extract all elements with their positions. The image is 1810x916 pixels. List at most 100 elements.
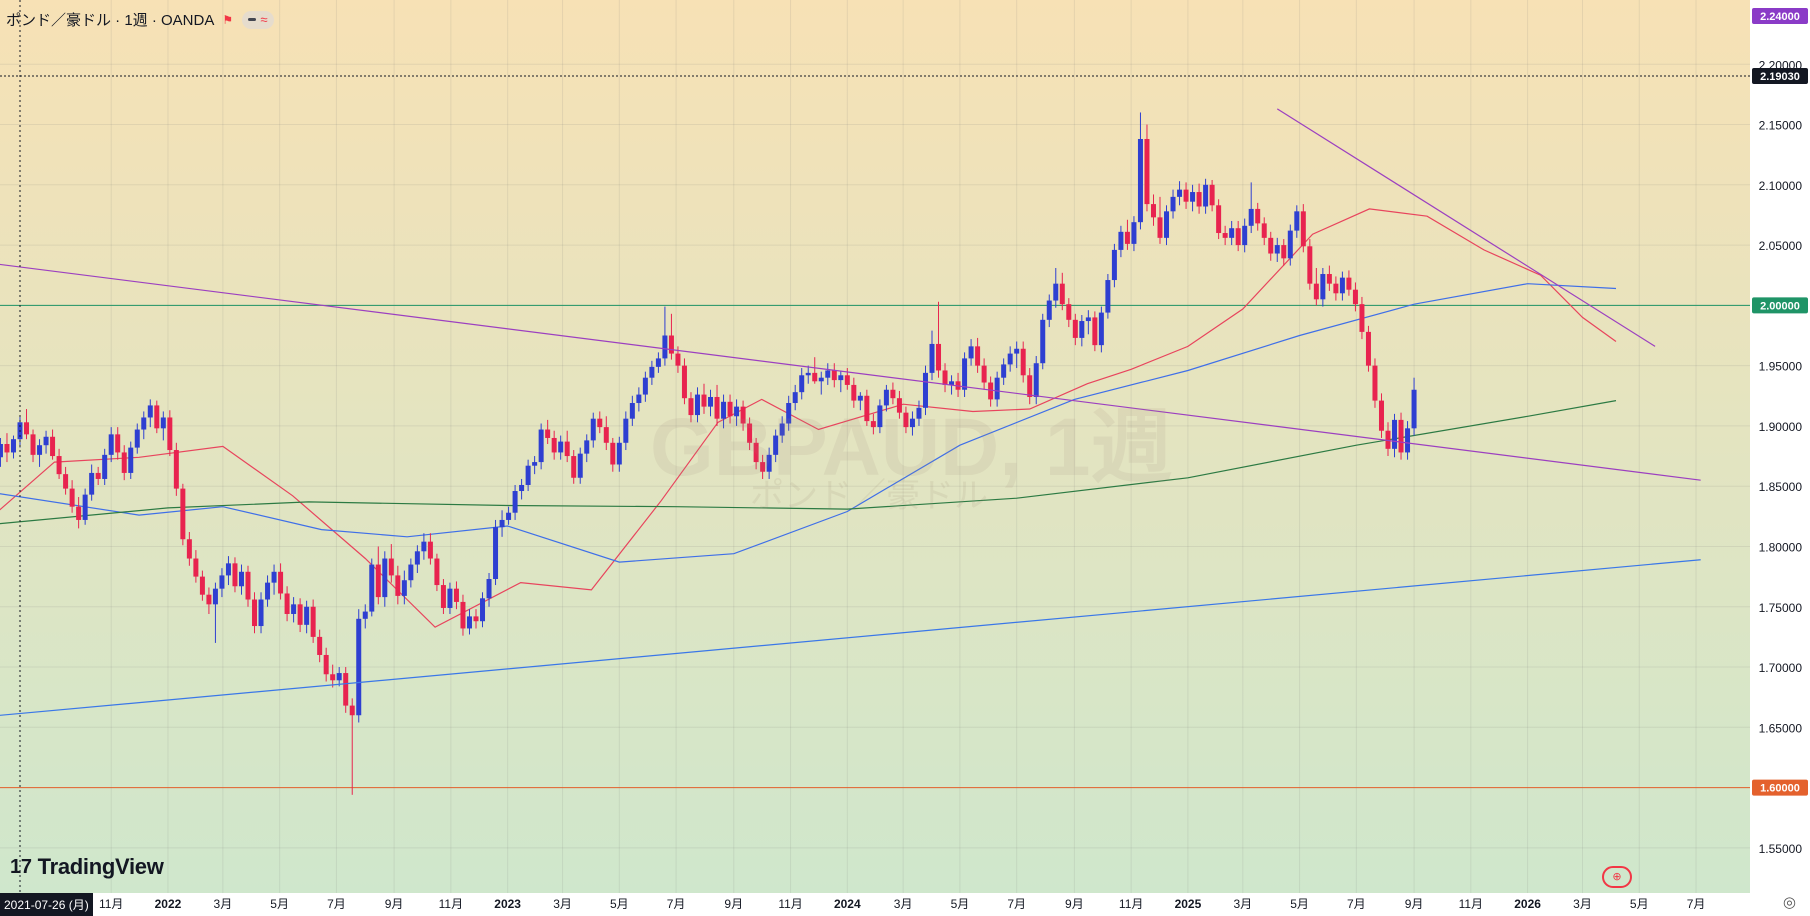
candle (681, 358, 687, 405)
candle-body (890, 389, 896, 399)
candle (1313, 267, 1319, 306)
candle-body (1378, 400, 1384, 431)
wave-icon[interactable]: ≈ (260, 12, 268, 27)
candle (936, 301, 942, 378)
candle (1281, 239, 1287, 266)
tradingview-logo-icon: 17 (10, 855, 32, 878)
candle-body (1177, 189, 1183, 197)
candle (649, 360, 655, 385)
candle (896, 390, 902, 419)
trend-lines[interactable] (0, 108, 1701, 719)
candle (1307, 239, 1313, 290)
symbol-title[interactable]: ポンド／豪ドル · 1週 · OANDA (6, 12, 215, 29)
settings-icon[interactable]: ◎ (1782, 894, 1796, 911)
candle-body (219, 575, 225, 589)
indicator-pill[interactable]: ≈ (242, 10, 274, 29)
candle-body (447, 588, 453, 608)
candle-body (896, 398, 902, 413)
candle (616, 436, 622, 472)
candle (37, 439, 43, 467)
candle-body (701, 394, 707, 407)
candle-body (486, 579, 492, 599)
candle-body (558, 441, 564, 453)
candle (265, 575, 271, 607)
globe-icon[interactable]: ⊕ (1602, 866, 1632, 888)
candle-body (1268, 237, 1274, 254)
y-tick-label: 2.10000 (1759, 179, 1803, 193)
candle (1248, 182, 1254, 234)
candle-body (480, 598, 486, 622)
candle-body (1359, 304, 1365, 332)
candle (551, 430, 557, 460)
candle-body (1150, 204, 1156, 218)
candle-body (408, 564, 414, 581)
candle-body (199, 576, 205, 595)
candle-body (95, 472, 101, 479)
minus-icon[interactable] (248, 18, 257, 21)
candle (1365, 325, 1371, 372)
candle (134, 423, 140, 454)
x-tick-label: 7月 (1347, 897, 1366, 911)
candle (753, 437, 759, 470)
candle (994, 371, 1000, 407)
price-badge-label: 2.00000 (1760, 300, 1800, 312)
candle-body (1020, 348, 1026, 376)
candle-body (89, 472, 95, 495)
candle-body (4, 444, 10, 453)
candle (1378, 393, 1384, 438)
candle-body (1222, 233, 1228, 238)
tradingview-logo[interactable]: 17 TradingView (10, 854, 164, 880)
candle-body (805, 372, 811, 376)
candle-body (427, 541, 433, 559)
candle (128, 441, 134, 479)
candle (69, 480, 75, 513)
candle-body (864, 395, 870, 422)
candles (0, 112, 1417, 795)
candle (115, 427, 121, 460)
candle (831, 363, 837, 388)
flag-icon[interactable]: ⚑ (222, 12, 234, 27)
candle (82, 488, 88, 525)
time-axis[interactable] (0, 893, 1750, 915)
candle (1242, 218, 1248, 253)
candle (1372, 358, 1378, 408)
price-axis[interactable] (1750, 0, 1810, 915)
candle (1183, 182, 1189, 209)
candle-body (642, 377, 648, 395)
candle (1229, 220, 1235, 246)
candle (916, 400, 922, 426)
candle-body (147, 405, 153, 418)
candle-body (649, 366, 655, 378)
candle (0, 437, 3, 467)
candle-body (1072, 319, 1078, 338)
candle-body (128, 447, 134, 473)
candle (1105, 274, 1111, 319)
candle-body (922, 372, 928, 408)
candle-body (1001, 364, 1007, 378)
candle-body (968, 346, 974, 359)
candle-body (160, 417, 166, 429)
candle (851, 377, 857, 408)
y-axis-labels: 2.200002.150002.100002.050002.000001.950… (1759, 58, 1803, 856)
candle (525, 459, 531, 492)
candle-body (818, 377, 824, 382)
candle (929, 330, 935, 381)
candle (460, 594, 466, 636)
candle-body (440, 585, 446, 608)
candle (1203, 178, 1209, 214)
candle (310, 599, 316, 643)
candle (538, 423, 544, 470)
candle-body (37, 445, 43, 455)
candle-body (1196, 192, 1202, 207)
candle (1072, 313, 1078, 346)
candle (1190, 184, 1196, 212)
candle (558, 435, 564, 460)
candle (1339, 271, 1345, 301)
candle-body (577, 453, 583, 478)
candle (356, 609, 362, 723)
candle (655, 352, 661, 373)
candle (349, 698, 355, 795)
candle-body (681, 365, 687, 399)
y-tick-label: 1.65000 (1759, 721, 1803, 735)
